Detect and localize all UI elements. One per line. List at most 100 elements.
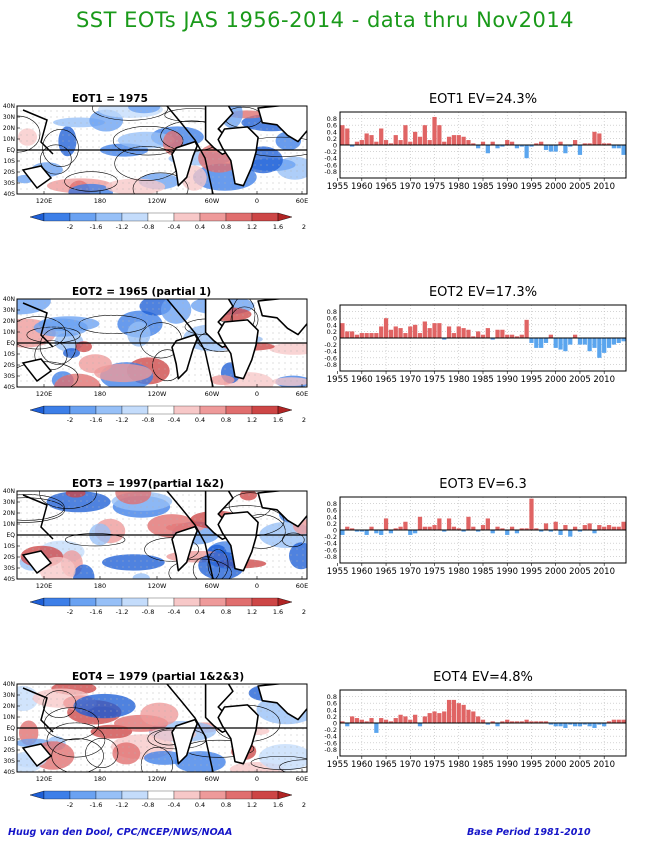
colorbar-segment [43,405,71,415]
bar [451,333,457,338]
bar [611,145,617,149]
bar [539,141,544,145]
lat-label: 40N [3,488,15,495]
y-tick-label: -0.6 [324,354,337,362]
bar [485,328,490,338]
bar [354,141,360,145]
bar [490,338,495,340]
colorbar-label: -0.8 [142,223,155,231]
bar [602,526,607,530]
x-tick-label: 1985 [472,567,494,577]
bar [592,131,597,145]
x-tick-label: 1990 [496,567,518,577]
lon-label: 120W [148,197,167,205]
colorbar-segment [251,405,279,415]
x-tick-label: 1975 [424,567,446,577]
credit-text: Huug van den Dool, CPC/NCEP/NWS/NOAA [8,827,233,838]
lat-label: 20N [3,125,15,132]
bar [519,334,524,338]
asia-coastline [22,109,54,155]
bar [558,338,563,350]
bar [572,723,578,727]
bar [602,723,607,727]
lat-label: 10S [4,736,16,743]
colorbar-segment [69,405,97,415]
bar [495,145,500,149]
colorbar-segment [225,597,253,607]
lon-label: 180 [94,197,106,205]
bar [437,713,442,723]
bar [539,721,544,723]
bar [461,704,466,723]
bar [417,136,423,145]
colorbar-segment [251,597,279,607]
bar [587,723,592,727]
bar [442,711,447,723]
y-tick-label: 0.6 [327,507,337,515]
bar [383,518,389,530]
lon-label: 120W [148,775,167,783]
x-tick-label: 2000 [545,182,567,192]
y-tick-label: -0.2 [324,533,337,541]
colorbar-arrow-right [277,597,293,607]
colorbar-label: -0.4 [168,223,181,231]
colorbar: -2 -1.6 -1.2 -0.8 -0.4 0.4 0.8 1.2 1.6 2 [29,597,306,616]
bar [345,526,350,530]
colorbar-label: -2 [67,608,73,616]
bar [548,334,553,338]
colorbar-label: 1.2 [247,801,257,809]
colorbar: -2 -1.6 -1.2 -0.8 -0.4 0.4 0.8 1.2 1.6 2 [29,212,306,231]
bar [408,326,413,338]
colorbar-label: -1.6 [90,223,103,231]
colorbar-label: 0.4 [195,416,205,424]
lon-label: 0 [255,390,259,398]
map-title: EOT2 = 1965 (partial 1) [72,286,211,298]
bar [606,143,612,145]
bar [534,338,539,348]
colorbar-arrow-right [277,212,293,222]
colorbar-segment [95,405,123,415]
bar [558,141,563,145]
bar [611,526,617,530]
colorbar-segment [225,405,253,415]
x-tick-label: 2005 [569,567,591,577]
bar [602,338,607,353]
bar [558,530,563,535]
bar [417,723,423,727]
lon-label: 0 [255,775,259,783]
colorbar-label: -1.2 [116,608,129,616]
y-tick-label: 0.6 [327,700,337,708]
lon-label: 120E [36,582,53,590]
y-tick-label: -0.8 [324,168,337,176]
bar [461,328,466,338]
eot-time-series: EOT1 EV=24.3% 0.80.60.40.20-0.2-0.4-0.6-0… [324,92,627,192]
colorbar-label: 0.8 [221,608,231,616]
bar [374,723,379,733]
lon-label: 60E [296,197,308,205]
x-tick-label: 2010 [593,182,615,192]
bar [509,141,515,145]
colorbar-segment [173,212,201,222]
bar [597,525,602,530]
lat-label: 20N [3,318,15,325]
bar [553,723,558,727]
bar [548,145,553,152]
x-tick-label: 1965 [375,182,397,192]
x-tick-label: 1975 [424,375,446,385]
y-tick-label: 0 [333,720,337,728]
y-tick-label: 0.8 [327,500,337,508]
bar [543,721,549,723]
eot-map: EOT3 = 1997(partial 1&2) 40N 30N 20N 10N EQ 10… [3,478,308,616]
page-title: SST EOTs JAS 1956-2014 - data thru Nov20… [75,8,575,32]
bar [408,530,413,535]
colorbar-label: 0.4 [195,801,205,809]
bar [345,723,350,727]
bar [529,338,534,343]
lat-label: EQ [6,147,15,154]
x-tick-label: 1955 [327,182,349,192]
bar [606,721,612,723]
bar [451,699,457,723]
bar [616,145,621,149]
chart-title: EOT3 EV=6.3 [439,477,526,492]
y-tick-label: 0.8 [327,115,337,123]
